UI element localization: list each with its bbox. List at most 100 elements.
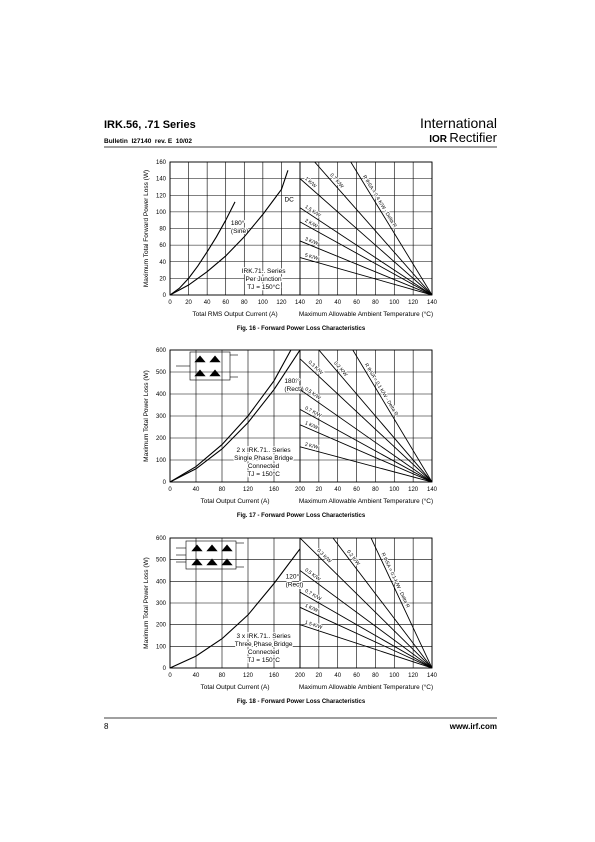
x-tick-label: 80 bbox=[219, 487, 226, 493]
annotation: TJ = 150°C bbox=[247, 656, 280, 664]
power-curve bbox=[170, 548, 300, 668]
x-tick-label: 80 bbox=[372, 673, 379, 679]
circuit-icon bbox=[176, 540, 244, 570]
x-tick-label: 40 bbox=[334, 673, 341, 679]
curve-label: (Rect) bbox=[286, 582, 304, 589]
power-curve bbox=[170, 170, 289, 295]
power-curve bbox=[170, 350, 300, 482]
logo-top: International bbox=[420, 115, 497, 131]
heatsink-line bbox=[300, 570, 432, 668]
y-tick-label: 60 bbox=[159, 243, 166, 249]
x-tick-label: 20 bbox=[316, 300, 323, 306]
y-tick-label: 200 bbox=[156, 623, 167, 629]
bulletin: Bulletin I27140 rev. E 10/02 bbox=[104, 138, 192, 145]
x-tick-label: 0 bbox=[168, 673, 172, 679]
y-tick-label: 120 bbox=[156, 193, 167, 199]
annotation: 3 x IRK.71.. Series bbox=[236, 633, 291, 640]
x-tick-label: 160 bbox=[269, 673, 280, 679]
curve-label: 180° bbox=[286, 377, 300, 385]
x-tick-label: 200 bbox=[295, 673, 306, 679]
x-tick-label: 80 bbox=[372, 300, 379, 306]
line-label: 2 K/W bbox=[304, 442, 319, 451]
x-tick-label: 40 bbox=[334, 300, 341, 306]
x-tick-label: 0 bbox=[168, 487, 172, 493]
y-tick-label: 600 bbox=[156, 536, 167, 542]
heatsink-line bbox=[300, 358, 432, 482]
y-tick-label: 100 bbox=[156, 458, 167, 464]
x-tick-label: 120 bbox=[243, 673, 254, 679]
y-tick-label: 600 bbox=[156, 348, 167, 354]
annotation: Single Phase Bridge bbox=[234, 455, 293, 462]
line-label: 0.7 K/W bbox=[304, 405, 323, 419]
curve-label: 120° bbox=[286, 573, 300, 581]
y-axis-label: Maximum Total Forward Power Loss (W) bbox=[143, 170, 150, 287]
y-tick-label: 160 bbox=[156, 160, 167, 166]
page-number: 8 bbox=[104, 722, 109, 731]
x-axis-label: Total Output Current (A) bbox=[201, 684, 270, 691]
plot-frame bbox=[169, 349, 433, 483]
annotation: TJ = 150°C bbox=[247, 283, 280, 291]
circuit-icon bbox=[176, 351, 238, 381]
y-tick-label: 300 bbox=[156, 414, 167, 420]
x-axis-label: Total Output Current (A) bbox=[201, 498, 270, 505]
x-tick-label: 200 bbox=[295, 487, 306, 493]
heatsink-line bbox=[300, 221, 432, 295]
x-tick-label: 80 bbox=[219, 673, 226, 679]
curve-label: DC bbox=[284, 196, 294, 203]
heatsink-line bbox=[300, 178, 432, 295]
curve-label: (Sine) bbox=[231, 228, 248, 235]
heatsink-line bbox=[300, 606, 432, 668]
plot-frame bbox=[169, 537, 433, 669]
doc-title: IRK.56, .71 Series bbox=[104, 119, 196, 131]
x-tick-label: 40 bbox=[193, 673, 200, 679]
x-tick-label: 100 bbox=[258, 300, 269, 306]
heatsink-line bbox=[314, 162, 432, 295]
y-tick-label: 500 bbox=[156, 370, 167, 376]
y-axis-label: Maximum Total Power Loss (W) bbox=[143, 557, 150, 649]
y-tick-label: 80 bbox=[159, 227, 166, 233]
x-tick-label: 20 bbox=[316, 487, 323, 493]
figure-caption: Fig. 17 - Forward Power Loss Characteris… bbox=[237, 513, 366, 519]
heatsink-line bbox=[300, 240, 432, 295]
x-axis-label: Maximum Allowable Ambient Temperature (°… bbox=[299, 497, 433, 505]
logo-bottom: Rectifier bbox=[449, 130, 497, 145]
y-tick-label: 0 bbox=[163, 480, 167, 486]
heatsink-line bbox=[352, 350, 432, 482]
logo-mark: IOR bbox=[429, 134, 448, 145]
x-tick-label: 100 bbox=[389, 300, 400, 306]
curve-label: (Sine) bbox=[286, 386, 303, 393]
x-tick-label: 100 bbox=[389, 487, 400, 493]
y-tick-label: 500 bbox=[156, 558, 167, 564]
annotation: Connected bbox=[248, 463, 280, 470]
x-tick-label: 80 bbox=[241, 300, 248, 306]
x-tick-label: 120 bbox=[408, 300, 419, 306]
power-curve bbox=[170, 350, 292, 482]
annotation: IRK.71.. Series bbox=[242, 268, 286, 275]
x-tick-label: 100 bbox=[389, 673, 400, 679]
y-tick-label: 100 bbox=[156, 644, 167, 650]
heatsink-line bbox=[300, 591, 432, 668]
x-axis-label: Maximum Allowable Ambient Temperature (°… bbox=[299, 683, 433, 691]
y-tick-label: 20 bbox=[159, 276, 166, 282]
x-tick-label: 80 bbox=[372, 487, 379, 493]
annotation: 2 x IRK.71.. Series bbox=[236, 447, 291, 454]
x-tick-label: 40 bbox=[193, 487, 200, 493]
annotation: Connected bbox=[248, 649, 280, 656]
y-axis-label: Maximum Total Power Loss (W) bbox=[143, 370, 150, 462]
x-tick-label: 140 bbox=[427, 487, 438, 493]
x-tick-label: 20 bbox=[316, 673, 323, 679]
x-tick-label: 140 bbox=[427, 300, 438, 306]
x-tick-label: 0 bbox=[168, 300, 172, 306]
y-tick-label: 100 bbox=[156, 210, 167, 216]
x-tick-label: 60 bbox=[353, 673, 360, 679]
curve-label: 180° bbox=[231, 219, 245, 227]
footer-url: www.irf.com bbox=[449, 722, 497, 731]
y-tick-label: 0 bbox=[163, 666, 167, 672]
line-label: R thSA = 0.1 K/W - Delta R bbox=[380, 552, 411, 609]
heatsink-line bbox=[370, 538, 432, 668]
line-label: R thSA = 0.1 K/W - Delta R bbox=[363, 362, 399, 417]
x-tick-label: 20 bbox=[185, 300, 192, 306]
x-tick-label: 120 bbox=[408, 673, 419, 679]
y-tick-label: 40 bbox=[159, 260, 166, 266]
